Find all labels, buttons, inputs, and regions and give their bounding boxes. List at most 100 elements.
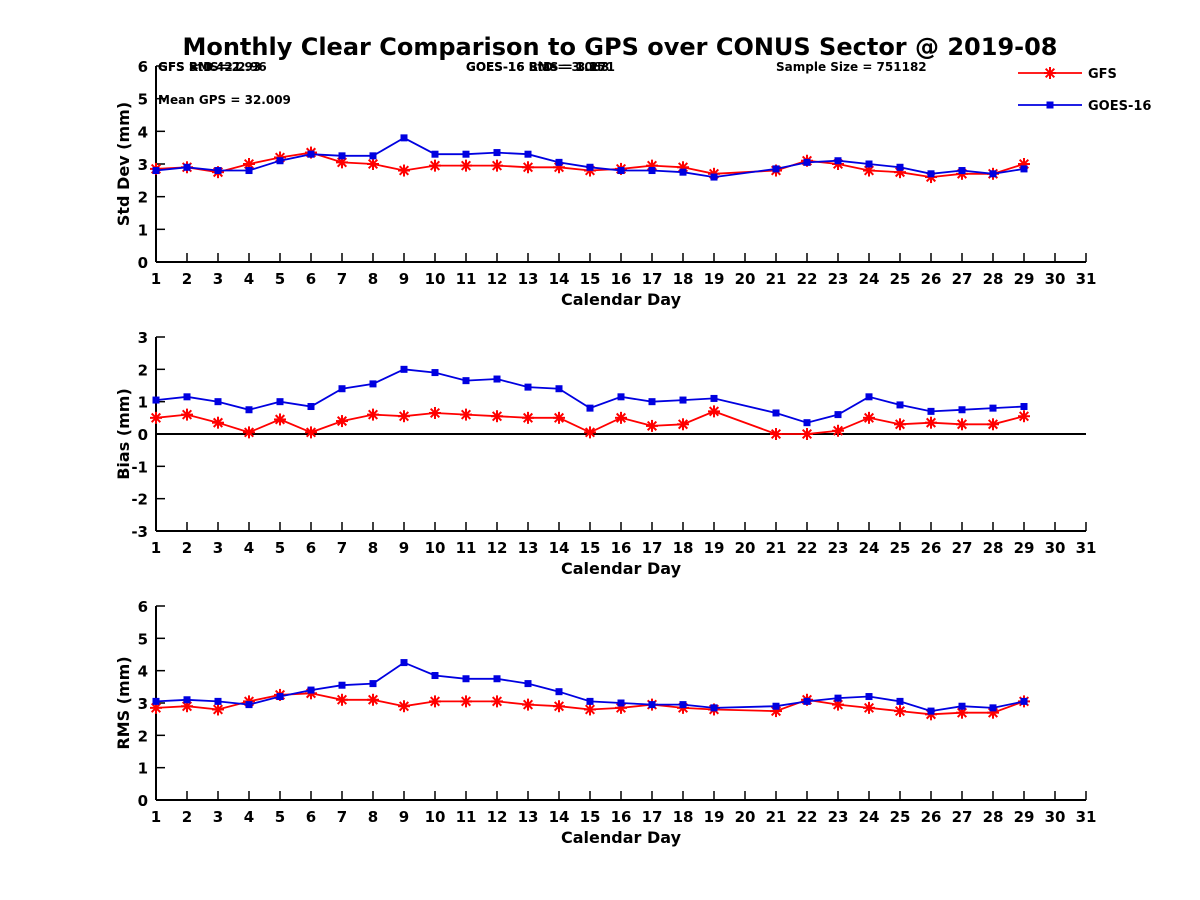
- data-point-gfs: [212, 416, 224, 429]
- x-tick-label: 4: [244, 270, 254, 288]
- data-point-goes16: [462, 377, 470, 385]
- data-point-gfs: [398, 410, 410, 423]
- y-tick-label: 6: [138, 598, 148, 616]
- chart-title: Monthly Clear Comparison to GPS over CON…: [182, 33, 1057, 61]
- data-point-goes16: [958, 406, 966, 414]
- x-tick-label: 17: [642, 270, 663, 288]
- data-point-goes16: [369, 380, 377, 388]
- data-point-goes16: [245, 406, 253, 414]
- panel-3: 1 2 3 4 5 6 7 8 9 10 11 12 13 14 15 16 17 18 19 20 21 22 23 24 2…: [114, 60, 1096, 847]
- data-point-gfs: [491, 410, 503, 423]
- series-line-goes-16: [155, 368, 1025, 424]
- x-tick-label: 9: [399, 539, 409, 557]
- x-tick-label: 5: [275, 270, 285, 288]
- data-point-goes16: [214, 398, 222, 406]
- data-point-goes16: [431, 672, 439, 680]
- data-point-gfs: [336, 156, 348, 169]
- x-tick-label: 25: [890, 808, 911, 826]
- data-point-gfs: [336, 415, 348, 428]
- x-tick-label: 3: [213, 808, 223, 826]
- x-tick-label: 27: [952, 539, 973, 557]
- data-point-goes16: [555, 688, 563, 696]
- x-tick-label: 7: [337, 270, 347, 288]
- x-tick-label: 12: [487, 808, 508, 826]
- data-point-gfs: [367, 408, 379, 421]
- x-tick-label: 6: [306, 270, 316, 288]
- x-tick-label: 20: [735, 808, 756, 826]
- data-point-goes16: [834, 411, 842, 419]
- data-point-goes16: [989, 404, 997, 412]
- y-tick-label: -2: [131, 491, 148, 509]
- x-tick-label: 18: [673, 270, 694, 288]
- data-point-goes16: [338, 152, 346, 160]
- data-point-goes16: [648, 398, 656, 406]
- x-tick-label: 19: [704, 270, 725, 288]
- data-point-gfs: [429, 695, 441, 708]
- data-point-gfs: [584, 703, 596, 716]
- data-point-goes16: [338, 385, 346, 393]
- x-tick-label: 3: [213, 539, 223, 557]
- y-tick-label: 1: [138, 394, 148, 412]
- data-point-goes16: [586, 163, 594, 171]
- y-tick-label: 1: [138, 221, 148, 239]
- data-point-goes16: [307, 150, 315, 158]
- x-tick-label: 24: [859, 539, 880, 557]
- data-point-goes16: [524, 383, 532, 391]
- x-tick-label: 21: [766, 270, 787, 288]
- x-tick-label: 22: [797, 270, 818, 288]
- data-point-gfs: [615, 411, 627, 424]
- x-tick-label: 9: [399, 270, 409, 288]
- y-tick-label: 4: [138, 663, 148, 681]
- y-tick-label: 2: [138, 189, 148, 207]
- data-point-goes16: [400, 659, 408, 667]
- x-tick-label: 2: [182, 808, 192, 826]
- x-tick-label: 14: [549, 539, 570, 557]
- data-point-goes16: [989, 170, 997, 178]
- data-point-goes16: [245, 701, 253, 709]
- data-point-gfs: [801, 428, 813, 440]
- x-tick-label: 10: [425, 808, 446, 826]
- data-point-goes16: [183, 393, 191, 401]
- data-point-goes16: [617, 393, 625, 401]
- stat-annotation: GOES-16 RMS = 3.271: [466, 60, 615, 74]
- stat-annotation: GFS RMS = 2.96: [158, 60, 267, 74]
- x-tick-label: 16: [611, 539, 632, 557]
- data-point-gfs: [429, 406, 441, 419]
- x-tick-label: 17: [642, 539, 663, 557]
- x-tick-label: 25: [890, 539, 911, 557]
- x-tick-label: 28: [983, 270, 1004, 288]
- data-point-gfs: [522, 411, 534, 424]
- x-tick-label: 8: [368, 270, 378, 288]
- data-point-goes16: [927, 170, 935, 178]
- data-point-gfs: [491, 695, 503, 708]
- data-point-goes16: [245, 167, 253, 175]
- x-tick-label: 21: [766, 539, 787, 557]
- x-tick-label: 8: [368, 808, 378, 826]
- x-tick-label: 22: [797, 539, 818, 557]
- x-tick-label: 16: [611, 808, 632, 826]
- x-tick-label: 1: [151, 808, 161, 826]
- data-point-gfs: [274, 413, 286, 426]
- data-point-goes16: [214, 167, 222, 175]
- x-tick-label: 30: [1045, 539, 1066, 557]
- x-tick-label: 4: [244, 539, 254, 557]
- data-point-goes16: [865, 393, 873, 401]
- data-point-goes16: [896, 697, 904, 705]
- data-point-gfs: [832, 698, 844, 711]
- data-point-goes16: [772, 409, 780, 417]
- y-tick-label: 3: [138, 695, 148, 713]
- data-point-goes16: [710, 704, 718, 712]
- x-tick-label: 25: [890, 270, 911, 288]
- stat-annotation: GFS StD = 2.93: [158, 60, 261, 74]
- x-tick-label: 2: [182, 270, 192, 288]
- stat-annotation: Mean GPS = 32.009: [158, 93, 291, 107]
- data-point-goes16: [1020, 403, 1028, 411]
- x-tick-label: 15: [580, 270, 601, 288]
- x-tick-label: 10: [425, 270, 446, 288]
- legend-item-goes-16: GOES-16: [1018, 99, 1151, 114]
- series-line-goes-16: [155, 661, 1025, 713]
- x-tick-label: 28: [983, 539, 1004, 557]
- data-point-goes16: [152, 167, 160, 175]
- data-point-gfs: [677, 418, 689, 431]
